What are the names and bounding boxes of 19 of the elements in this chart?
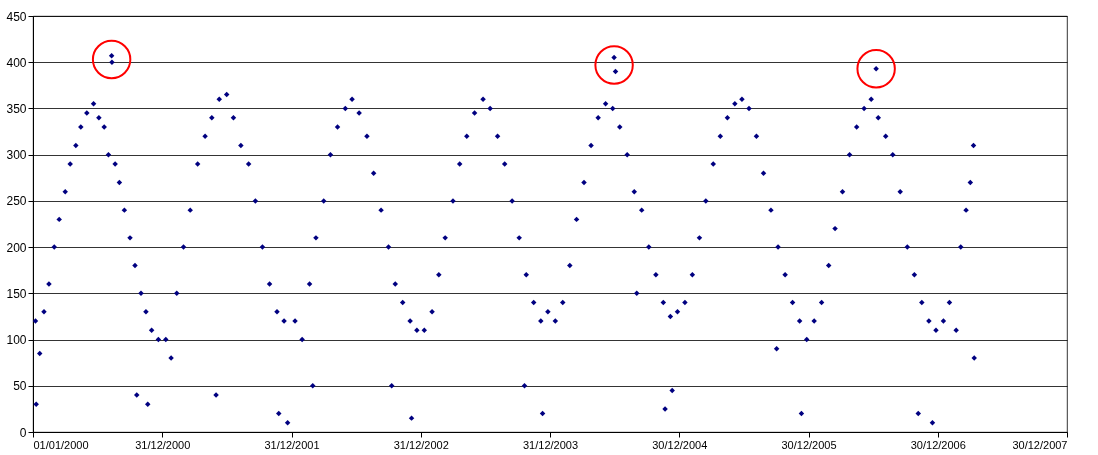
x-tick-label: 30/12/2007: [1012, 438, 1068, 451]
y-tick-label: 400: [6, 55, 27, 70]
y-tick-label: 100: [6, 333, 27, 348]
x-tick-label: 30/12/2004: [652, 438, 708, 451]
x-tick-label: 01/01/2000: [33, 438, 89, 451]
y-tick-label: 450: [6, 9, 27, 24]
y-tick-label: 300: [6, 148, 27, 163]
y-tick-label: 350: [6, 101, 27, 116]
y-tick-label: 250: [6, 194, 27, 209]
y-tick-label: 50: [13, 379, 27, 394]
x-tick-label: 31/12/2002: [393, 438, 449, 451]
y-tick-label: 150: [6, 286, 27, 301]
y-tick-label: 0: [19, 425, 27, 440]
x-tick-label: 31/12/2001: [264, 438, 320, 451]
x-tick-label: 31/12/2000: [135, 438, 191, 451]
y-tick-label: 200: [6, 240, 27, 255]
x-tick-label: 31/12/2003: [522, 438, 579, 451]
x-tick-label: 30/12/2005: [781, 438, 837, 451]
x-tick-label: 30/12/2006: [910, 438, 966, 451]
